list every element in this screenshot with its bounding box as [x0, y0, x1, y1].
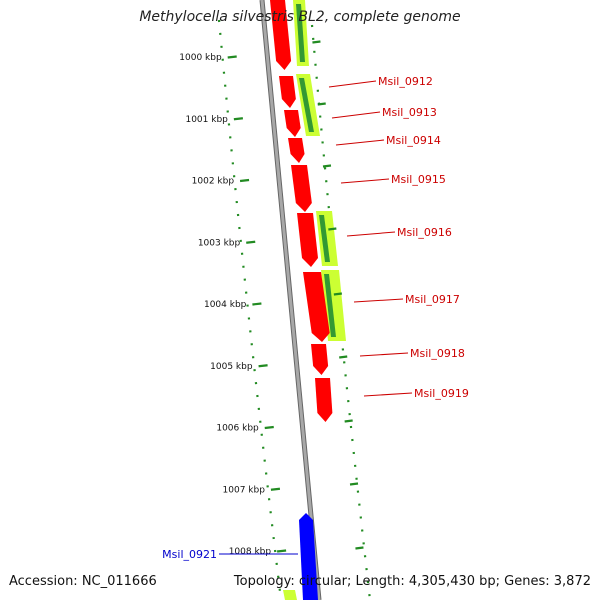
forward-gene — [303, 272, 330, 342]
ruler-tick-label: 1002 kbp — [192, 177, 235, 187]
gene-label: Msil_0919 — [414, 387, 469, 400]
ruler-tick — [276, 549, 287, 553]
gene-label-leader — [328, 80, 377, 88]
feature-track — [283, 0, 346, 600]
ruler-tick-label: 1005 kbp — [210, 362, 253, 372]
ruler-tick-label: 1007 kbp — [223, 485, 266, 495]
feature-stripe — [324, 274, 336, 337]
forward-gene — [279, 76, 296, 108]
outer-dotted-circle — [310, 24, 372, 600]
forward-gene — [284, 110, 301, 137]
ruler-tick — [264, 425, 274, 430]
feature-stripe — [299, 78, 314, 132]
forward-gene — [291, 165, 312, 212]
gene-label: Msil_0917 — [405, 293, 460, 306]
gene-label: Msil_0912 — [378, 75, 433, 88]
outer-ruler-tick — [322, 164, 332, 168]
ruler-tick-label: 1001 kbp — [185, 115, 228, 125]
gene-label: Msil_0918 — [410, 347, 465, 360]
ruler-tick-label: 1000 kbp — [179, 53, 222, 63]
outer-ruler-tick — [312, 40, 321, 44]
outer-ruler-tick — [349, 482, 359, 486]
ruler-tick — [233, 117, 243, 121]
forward-gene — [311, 344, 329, 375]
forward-gene — [297, 213, 318, 267]
gene-label-leader — [346, 231, 396, 237]
outer-ruler-tick — [317, 102, 326, 106]
gene-label-leader — [359, 352, 409, 357]
gene-label: Msil_0915 — [391, 173, 446, 186]
ruler-tick — [252, 302, 262, 306]
topology-summary: Topology: circular; Length: 4,305,430 bp… — [233, 574, 591, 589]
backbone-line — [260, 0, 321, 600]
ruler-tick — [239, 178, 250, 183]
gene-track — [270, 0, 333, 600]
gene-labels: Msil_0912 Msil_0913 Msil_0914 Msil_0915 Msil… — [162, 75, 469, 561]
outer-ruler-tick — [355, 546, 364, 550]
outer-ruler-tick — [333, 292, 343, 296]
reverse-gene — [299, 513, 318, 600]
ruler-tick-label: 1006 kbp — [216, 424, 259, 434]
gene-label-leader — [331, 111, 381, 119]
gene-label: Msil_0921 — [162, 548, 217, 561]
forward-gene — [270, 0, 292, 70]
ruler-tick-label: 1008 kbp — [229, 547, 272, 557]
forward-gene — [315, 378, 333, 422]
outer-ruler-tick — [328, 227, 337, 231]
ruler-tick — [270, 487, 281, 491]
ruler-tick — [227, 55, 237, 59]
ruler: 1000 kbp 1001 kbp 1002 kbp 1003 kbp 1004 kbp… — [179, 40, 364, 557]
outer-ruler-tick — [339, 355, 348, 359]
inner-dotted-circle — [217, 19, 283, 600]
ruler-tick-label: 1004 kbp — [204, 300, 247, 310]
gene-label-leader — [353, 298, 404, 303]
gene-label-leader — [363, 392, 413, 397]
outer-ruler-tick — [344, 419, 353, 423]
ruler-tick-label: 1003 kbp — [198, 238, 241, 248]
gene-label-leader — [335, 139, 385, 146]
feature-stripe — [296, 4, 305, 62]
ruler-tick — [258, 364, 268, 368]
accession-text: Accession: NC_011666 — [9, 574, 157, 589]
gene-label: Msil_0913 — [382, 106, 437, 119]
ruler-tick — [246, 240, 256, 244]
page-title: Methylocella silvestris BL2, complete ge… — [139, 9, 461, 25]
gene-label-leader — [340, 178, 390, 184]
gene-label: Msil_0916 — [397, 226, 452, 239]
forward-gene — [288, 138, 305, 163]
feature-stripe — [319, 215, 330, 262]
feature-block — [283, 590, 297, 600]
gene-label: Msil_0914 — [386, 134, 441, 147]
